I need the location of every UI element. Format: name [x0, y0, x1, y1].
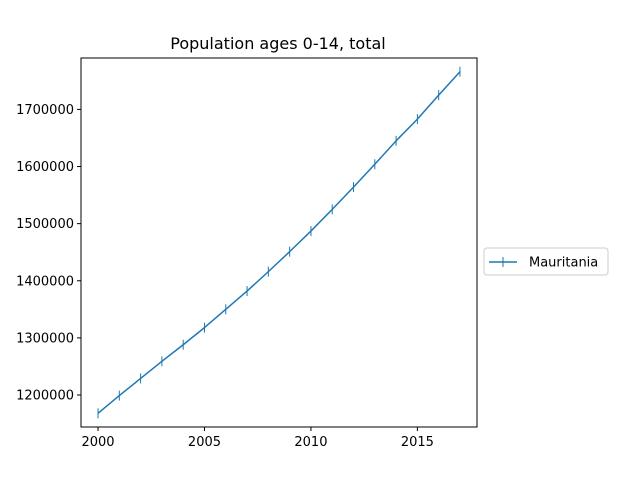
- x-tick-label: 2010: [294, 435, 327, 450]
- x-tick-label: 2015: [401, 435, 434, 450]
- x-tick-label: 2000: [81, 435, 114, 450]
- y-tick-label: 1600000: [16, 160, 74, 175]
- y-tick-label: 1500000: [16, 217, 74, 232]
- plot-area: [80, 57, 478, 428]
- chart-title: Population ages 0-14, total: [170, 34, 385, 53]
- y-tick-label: 1400000: [16, 274, 74, 289]
- y-tick-label: 1200000: [16, 389, 74, 404]
- plot-frame: [80, 57, 478, 428]
- legend-series-label: Mauritania: [529, 256, 598, 271]
- y-tick-label: 1700000: [16, 103, 74, 118]
- x-axis: 2000 2005 2010 2015: [81, 427, 434, 450]
- x-tick-label: 2005: [188, 435, 221, 450]
- legend-frame: [483, 247, 609, 276]
- y-tick-label: 1300000: [16, 331, 74, 346]
- y-axis: 1200000 1300000 1400000 1500000 1600000 17000…: [16, 103, 81, 404]
- series-line: [97, 71, 461, 414]
- series-layer: [97, 66, 461, 419]
- legend: Mauritania: [483, 247, 609, 276]
